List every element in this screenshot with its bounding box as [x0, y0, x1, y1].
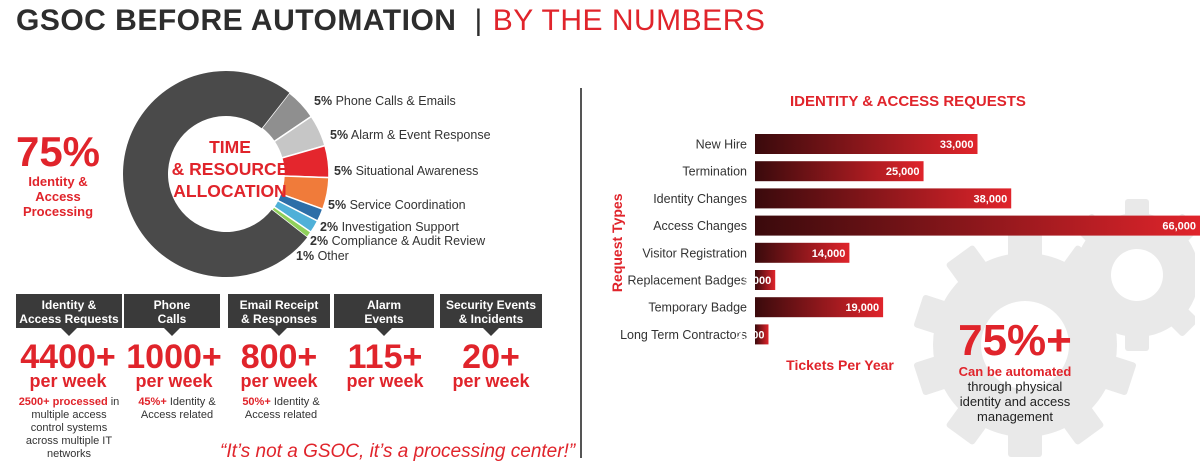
stat-box-email: Email Receipt & Responses	[228, 294, 330, 336]
bar-category-label: Visitor Registration	[642, 246, 747, 260]
stat-number-security: 20+	[462, 338, 520, 376]
stat-box-phone: Phone Calls	[124, 294, 220, 336]
stat-note-phone: 45%+ Identity & Access related	[138, 396, 216, 421]
title-separator: |	[474, 4, 483, 37]
bar	[755, 324, 769, 345]
donut-center-line: ALLOCATION	[173, 181, 287, 201]
stat-box-identity: Identity & Access Requests	[16, 294, 122, 336]
bar	[755, 161, 924, 182]
donut-label-phone: 5% Phone Calls & Emails	[314, 94, 456, 108]
donut-label-compliance: 2% Compliance & Audit Review	[310, 234, 486, 248]
bar-chart-title: IDENTITY & ACCESS REQUESTS	[790, 93, 1026, 110]
bar-category-label: Long Term Contractors	[620, 328, 747, 342]
bar	[755, 188, 1012, 209]
bar-category-label: Access Changes	[653, 219, 747, 233]
donut-label-alarm: 5% Alarm & Event Response	[330, 128, 491, 142]
donut-center-line: & RESOURCE	[171, 159, 289, 179]
bar-category-label: New Hire	[696, 138, 747, 152]
section-divider	[580, 88, 582, 458]
bar-category-label: Termination	[682, 165, 747, 179]
donut-center-line: TIME	[209, 137, 251, 157]
stat-note-email: 50%+ Identity & Access related	[242, 396, 320, 421]
bar-value-label: 3,000	[744, 275, 772, 287]
bar-value-label: 38,000	[974, 193, 1008, 205]
automation-line2: through physical	[967, 379, 1063, 394]
stat-number-phone: 1000+	[126, 338, 222, 376]
bar-value-label: 14,000	[812, 248, 846, 260]
bar	[755, 134, 978, 154]
bar-value-label: 2,000	[737, 329, 765, 341]
page-title: GSOC BEFORE AUTOMATION | BY THE NUMBERS	[16, 4, 765, 38]
bar-chart-ylabel: Request Types	[609, 193, 625, 292]
automation-line1: Can be automated	[958, 364, 1072, 379]
bar-value-label: 66,000	[1162, 221, 1196, 233]
stat-number-email: 800+	[240, 338, 318, 376]
title-main: GSOC BEFORE AUTOMATION	[16, 4, 457, 37]
bar	[755, 270, 776, 290]
identity-share-label: Identity &	[28, 174, 88, 189]
bar-category-label: Identity Changes	[653, 192, 747, 206]
quote-text: “It’s not a GSOC, it’s a processing cent…	[220, 441, 576, 462]
stat-per-security: per week	[452, 371, 530, 391]
donut-label-situational: 5% Situational Awareness	[334, 164, 479, 178]
stat-per-identity: per week	[29, 371, 107, 391]
title-sub: BY THE NUMBERS	[492, 4, 766, 37]
donut-chart	[122, 70, 330, 277]
bar-chart: Request Types New Hire 33,000 Termination 25…	[609, 134, 1200, 373]
automation-line2: management	[977, 409, 1053, 424]
bar-value-label: 25,000	[886, 166, 920, 178]
bar-category-label: Replacement Badges	[627, 274, 747, 288]
donut-label-other: 1% Other	[296, 249, 349, 263]
automation-callout: 75%+ Can be automated through physical i…	[935, 316, 1095, 425]
bar	[755, 215, 1200, 236]
donut-label-service: 5% Service Coordination	[328, 198, 466, 212]
donut-label-investigation: 2% Investigation Support	[320, 220, 460, 234]
bar-value-label: 19,000	[845, 302, 879, 314]
bar-chart-xlabel: Tickets Per Year	[786, 357, 894, 373]
bar	[755, 297, 884, 318]
stat-number-identity: 4400+	[20, 338, 116, 376]
donut-slice	[122, 70, 308, 277]
identity-share-pct: 75%	[15, 128, 101, 175]
stat-box-security: Security Events & Incidents	[440, 294, 542, 336]
stat-number-alarm: 115+	[347, 338, 423, 376]
automation-pct: 75%+	[958, 316, 1072, 365]
identity-share-callout: 75% Identity & Access Processing	[8, 128, 108, 220]
bar-value-label: 33,000	[940, 139, 974, 151]
stat-per-email: per week	[240, 371, 318, 391]
automation-line2: identity and access	[959, 394, 1071, 409]
bar-category-label: Temporary Badge	[648, 301, 747, 315]
stat-per-phone: per week	[135, 371, 213, 391]
stat-box-alarm: Alarm Events	[334, 294, 434, 336]
donut-center-title: TIME & RESOURCE ALLOCATION	[156, 136, 304, 202]
identity-share-label: Access Processing	[22, 189, 94, 219]
bar	[755, 242, 850, 263]
stat-per-alarm: per week	[346, 371, 424, 391]
donut-slice	[270, 205, 313, 239]
stat-note-identity: 2500+ processed in multiple access contr…	[18, 396, 120, 460]
